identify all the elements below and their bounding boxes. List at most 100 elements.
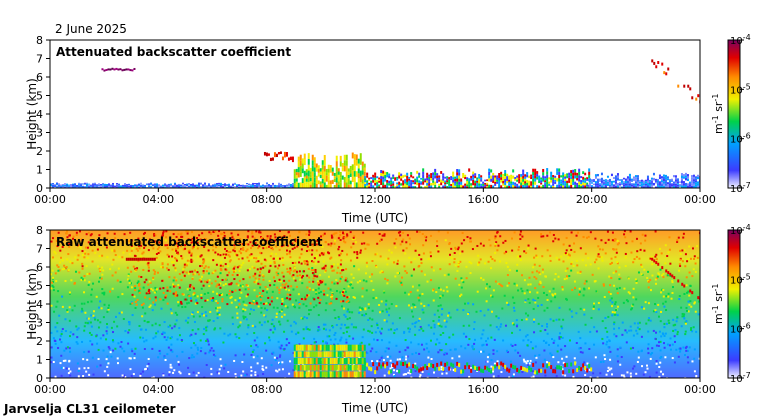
- speckle-cell: [331, 324, 334, 327]
- speckle-cell: [380, 327, 383, 330]
- speckle-cell: [112, 340, 115, 343]
- speckle-cell: [647, 302, 650, 305]
- speckle-cell: [472, 347, 475, 350]
- speckle-cell: [434, 343, 437, 346]
- speckle-cell: [263, 258, 266, 261]
- speckle-cell: [89, 234, 92, 237]
- speckle-cell: [414, 249, 417, 252]
- backscatter-cell: [368, 182, 371, 185]
- speckle-cell: [406, 346, 409, 349]
- backscatter-cell: [674, 175, 677, 178]
- backscatter-cell: [180, 186, 182, 188]
- backscatter-cell: [319, 174, 322, 179]
- speckle-cell: [193, 320, 196, 323]
- backscatter-cell: [78, 183, 80, 185]
- backscatter-cell: [422, 174, 425, 179]
- speckle-cell: [460, 286, 463, 289]
- backscatter-cell: [498, 185, 501, 188]
- speckle-cell: [150, 287, 153, 290]
- backscatter-cell: [256, 186, 258, 188]
- speckle-cell: [259, 267, 262, 270]
- backscatter-cell: [339, 171, 342, 178]
- backscatter-cell: [476, 180, 479, 183]
- speckle-cell: [510, 343, 513, 346]
- speckle-cell: [201, 312, 204, 315]
- speckle-cell: [420, 343, 423, 346]
- speckle-cell: [384, 303, 387, 306]
- speckle-cell: [110, 326, 113, 329]
- speckle-cell: [531, 271, 534, 274]
- backscatter-cell: [270, 184, 272, 186]
- speckle-cell: [651, 352, 654, 355]
- speckle-cell: [83, 325, 86, 328]
- backscatter-cell: [660, 186, 663, 188]
- speckle-cell: [542, 235, 545, 238]
- speckle-cell: [77, 369, 80, 372]
- backscatter-cell: [674, 185, 677, 188]
- speckle-cell: [343, 313, 346, 316]
- speckle-cell: [73, 304, 76, 307]
- backscatter-cell: [366, 185, 369, 188]
- speckle-cell: [82, 358, 85, 361]
- speckle-cell: [468, 338, 471, 341]
- speckle-cell: [346, 253, 349, 256]
- speckle-cell: [417, 265, 420, 268]
- speckle-cell: [429, 251, 432, 254]
- speckle-cell: [283, 279, 286, 282]
- speckle-cell: [407, 371, 410, 374]
- backscatter-cell: [361, 161, 364, 166]
- backscatter-cell: [536, 173, 539, 177]
- speckle-cell: [176, 245, 179, 248]
- backscatter-cell: [494, 175, 497, 178]
- backscatter-cell: [680, 178, 683, 181]
- speckle-cell: [196, 311, 199, 314]
- speckle-cell: [418, 294, 421, 297]
- speckle-cell: [545, 341, 548, 344]
- speckle-cell: [660, 355, 663, 358]
- speckle-cell: [531, 370, 534, 373]
- speckle-cell: [176, 313, 179, 316]
- speckle-cell: [85, 370, 88, 373]
- speckle-cell: [175, 319, 178, 322]
- backscatter-cell: [418, 172, 421, 176]
- speckle-cell: [342, 237, 345, 240]
- speckle-cell: [307, 313, 310, 316]
- speckle-cell: [687, 361, 690, 364]
- speckle-cell: [83, 302, 86, 305]
- speckle-cell: [260, 323, 263, 326]
- backscatter-cell: [452, 182, 455, 186]
- speckle-cell: [296, 274, 299, 277]
- backscatter-cell: [490, 184, 493, 188]
- backscatter-cell: [670, 186, 673, 188]
- backscatter-cell: [522, 184, 525, 188]
- speckle-cell: [413, 257, 416, 260]
- speckle-cell: [152, 301, 155, 304]
- speckle-cell: [277, 340, 280, 343]
- speckle-cell: [144, 244, 147, 247]
- speckle-cell: [521, 235, 524, 238]
- speckle-cell: [312, 306, 315, 309]
- speckle-cell: [608, 275, 611, 278]
- speckle-cell: [440, 313, 443, 316]
- backscatter-cell: [458, 184, 461, 188]
- speckle-cell: [180, 235, 183, 238]
- speckle-cell: [355, 326, 358, 329]
- backscatter-cell: [558, 174, 561, 179]
- speckle-cell: [259, 242, 262, 245]
- backscatter-cell: [466, 179, 469, 181]
- backscatter-cell: [692, 174, 695, 177]
- speckle-cell: [311, 269, 314, 272]
- speckle-cell: [286, 306, 289, 309]
- speckle-cell: [440, 349, 443, 352]
- backscatter-cell: [552, 177, 555, 180]
- speckle-cell: [199, 339, 202, 342]
- backscatter-cell: [686, 178, 689, 182]
- speckle-cell: [158, 241, 161, 244]
- backscatter-cell: [410, 180, 413, 183]
- speckle-cell: [504, 324, 507, 327]
- speckle-cell: [443, 319, 446, 322]
- backscatter-cell: [446, 176, 449, 179]
- backscatter-cell: [325, 168, 328, 173]
- speckle-cell: [166, 289, 169, 292]
- speckle-cell: [139, 255, 142, 258]
